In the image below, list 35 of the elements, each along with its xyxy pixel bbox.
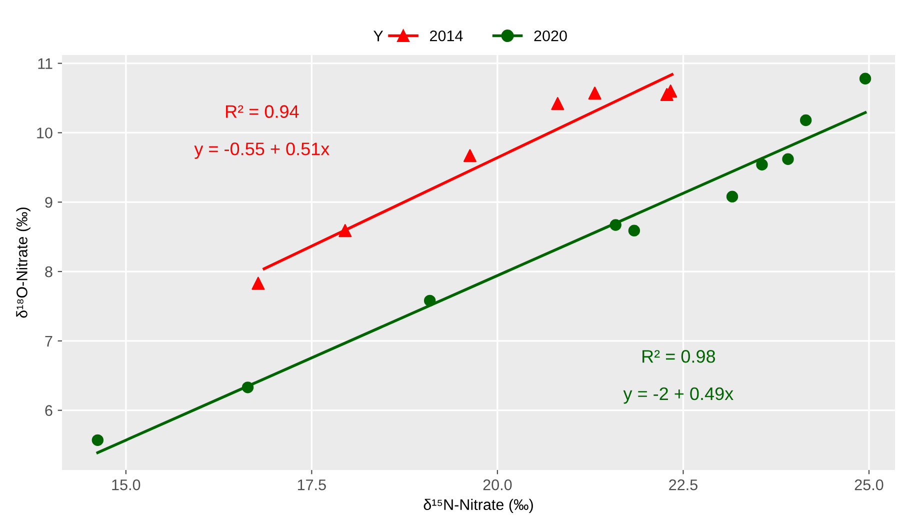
- x-axis-title: δ¹⁵N-Nitrate (‰): [424, 498, 533, 514]
- point: [859, 72, 872, 84]
- y-axis-title: δ¹⁸O-Nitrate (‰): [16, 208, 30, 318]
- x-tick-label: 25.0: [854, 479, 884, 490]
- point: [726, 190, 738, 202]
- x-tick-label: 15.0: [112, 479, 140, 490]
- point: [242, 382, 254, 394]
- point: [252, 276, 265, 290]
- point: [338, 224, 352, 238]
- x-tick-label: 20.0: [483, 479, 512, 490]
- x-tick-label: 22.5: [669, 479, 698, 490]
- annotation: y = -0.55 + 0.51x: [194, 142, 330, 159]
- y-tick-label: 8: [45, 266, 52, 278]
- y-tick-label: 9: [45, 196, 52, 208]
- y-tick-label: 6: [45, 405, 52, 416]
- legend-title: Y: [374, 30, 384, 42]
- annotation: y = -2 + 0.49x: [623, 387, 734, 404]
- point: [588, 86, 602, 100]
- x-tick-label: 17.5: [298, 480, 326, 490]
- y-tick-label: 10: [37, 128, 52, 138]
- annotation: R² = 0.98: [642, 350, 716, 363]
- point: [610, 219, 622, 231]
- point: [92, 434, 104, 446]
- point: [463, 149, 476, 162]
- legend-label: 2014: [430, 30, 463, 42]
- point: [800, 114, 812, 126]
- point: [551, 97, 564, 110]
- point: [782, 153, 794, 165]
- annotation: R² = 0.94: [226, 105, 299, 118]
- point: [628, 224, 640, 236]
- point: [756, 158, 768, 170]
- point: [424, 294, 436, 307]
- legend-label: 2020: [534, 30, 567, 42]
- y-tick-label: 11: [38, 58, 52, 69]
- y-tick-label: 7: [45, 336, 52, 346]
